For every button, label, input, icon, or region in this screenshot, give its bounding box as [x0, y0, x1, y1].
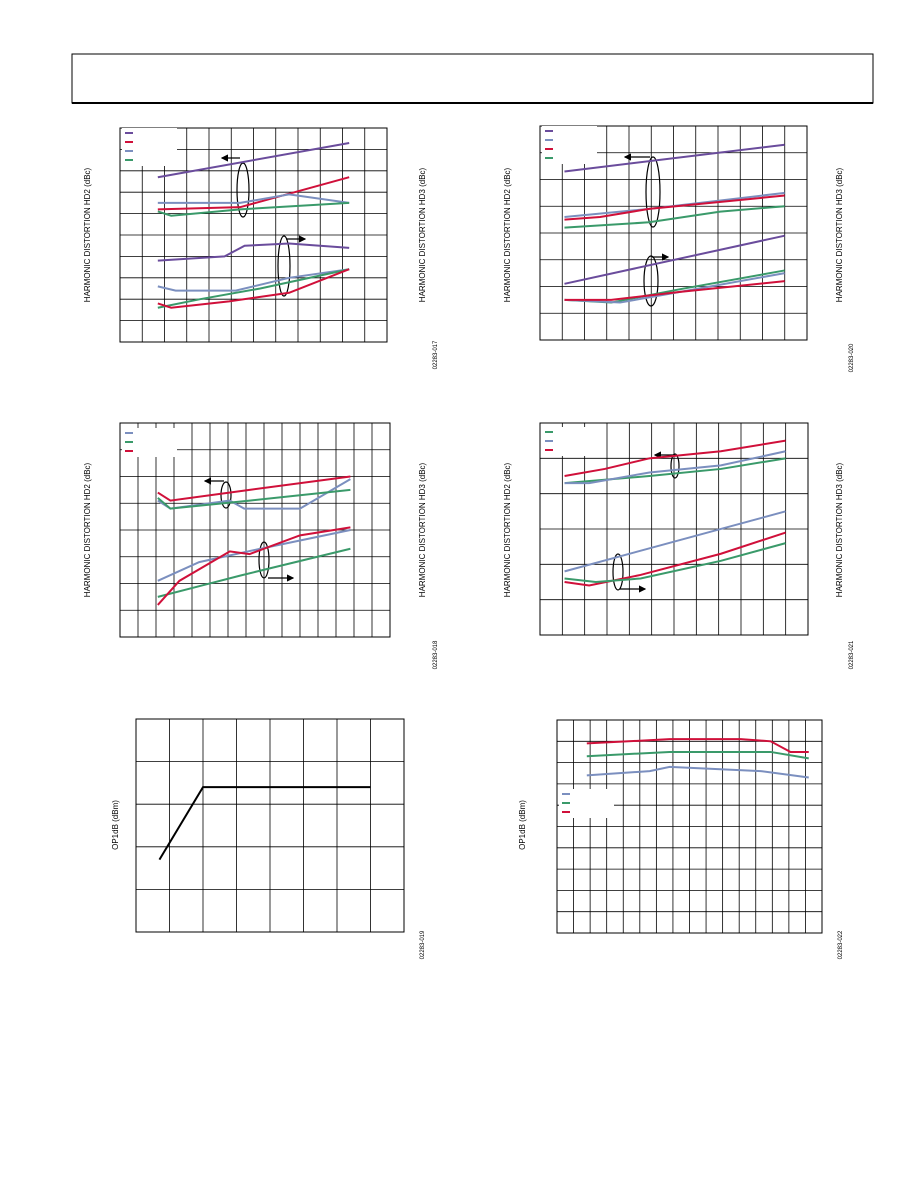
series-line — [564, 205, 785, 229]
series-line — [157, 268, 350, 292]
figure-id: 02283-022 — [838, 930, 844, 959]
series-line — [158, 786, 371, 861]
plot-frame — [539, 422, 809, 636]
plot-frame — [556, 719, 823, 934]
series-line — [564, 143, 785, 173]
y-axis-label: OP1dB (dBm) — [111, 800, 120, 850]
plot-frame — [119, 422, 391, 638]
series-line — [157, 268, 350, 309]
series-line — [564, 191, 785, 218]
series-line — [564, 510, 786, 573]
series-line — [157, 547, 351, 598]
series-line — [157, 193, 350, 204]
y-axis-label: HARMONIC DISTORTION HD2 (dBc) — [503, 167, 512, 302]
y-axis-label: HARMONIC DISTORTION HD2 (dBc) — [83, 462, 92, 597]
series-line — [564, 194, 785, 221]
y2-axis-label: HARMONIC DISTORTION HD3 (dBc) — [835, 167, 844, 302]
series-line — [564, 450, 786, 485]
y-axis-label: HARMONIC DISTORTION HD2 (dBc) — [83, 167, 92, 302]
plot-frame — [119, 127, 388, 343]
series-line — [157, 526, 351, 606]
header-box — [71, 53, 874, 104]
y2-axis-label: HARMONIC DISTORTION HD3 (dBc) — [835, 462, 844, 597]
series-line — [564, 439, 786, 477]
y-axis-label: HARMONIC DISTORTION HD2 (dBc) — [503, 462, 512, 597]
plot-frame — [135, 718, 405, 933]
figure-id: 02283-018 — [433, 640, 439, 669]
series-line — [157, 268, 350, 309]
series-line — [564, 272, 785, 304]
series-line — [157, 176, 350, 211]
figure-id: 02283-020 — [849, 343, 855, 372]
series-line — [586, 750, 809, 760]
series-line — [157, 475, 351, 502]
series-line — [157, 201, 350, 217]
y2-axis-label: HARMONIC DISTORTION HD3 (dBc) — [418, 167, 427, 302]
series-line — [564, 542, 786, 584]
series-line — [157, 242, 350, 262]
series-line — [564, 280, 785, 301]
series-line — [564, 234, 785, 285]
series-line — [157, 529, 351, 582]
series-line — [586, 765, 809, 779]
y-axis-label: OP1dB (dBm) — [518, 800, 527, 850]
figure-id: 02283-019 — [420, 930, 426, 959]
plot-frame — [539, 125, 808, 341]
figure-id: 02283-021 — [849, 640, 855, 669]
series-line — [157, 141, 350, 179]
y2-axis-label: HARMONIC DISTORTION HD3 (dBc) — [418, 462, 427, 597]
series-line — [586, 738, 809, 753]
figure-id: 02283-017 — [433, 340, 439, 369]
series-line — [157, 488, 351, 510]
series-line — [564, 531, 786, 587]
